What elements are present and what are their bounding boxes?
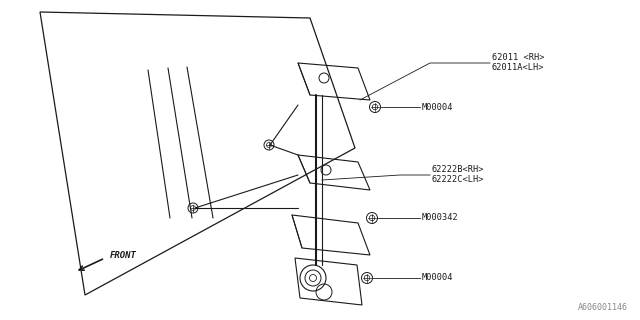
Text: M00004: M00004 xyxy=(422,102,454,111)
Text: 62222B<RH>: 62222B<RH> xyxy=(432,164,484,173)
Text: M000342: M000342 xyxy=(422,213,459,222)
Text: M00004: M00004 xyxy=(422,274,454,283)
Text: 62222C<LH>: 62222C<LH> xyxy=(432,175,484,185)
Text: 62011A<LH>: 62011A<LH> xyxy=(492,63,545,73)
Text: A606001146: A606001146 xyxy=(578,303,628,312)
Text: FRONT: FRONT xyxy=(110,251,137,260)
Text: 62011 <RH>: 62011 <RH> xyxy=(492,52,545,61)
